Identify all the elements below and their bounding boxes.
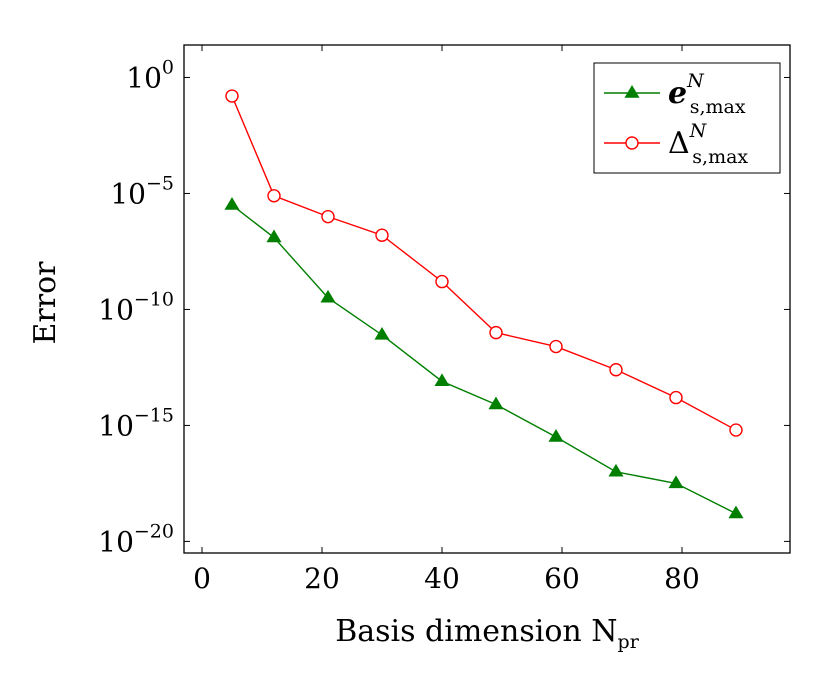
legend-marker-circle xyxy=(625,136,639,150)
legend-label: ΔN s,max xyxy=(668,120,748,168)
data-point xyxy=(267,189,281,203)
y-tick-label: 10−10 xyxy=(98,288,174,326)
legend-label: eN s,max xyxy=(668,70,746,118)
y-axis-label: Error xyxy=(28,261,63,345)
data-point xyxy=(728,505,744,519)
y-tick-label: 10−20 xyxy=(98,520,174,558)
x-axis-label-main: Basis dimension N xyxy=(335,614,617,649)
data-point xyxy=(548,429,564,442)
x-tick-label: 40 xyxy=(424,562,460,595)
data-point xyxy=(321,209,335,224)
data-point xyxy=(609,363,623,377)
data-point xyxy=(224,197,240,210)
data-point xyxy=(266,229,282,243)
data-point xyxy=(375,228,389,242)
series-e-s-max xyxy=(224,197,744,519)
data-point xyxy=(320,289,336,303)
x-tick-label: 80 xyxy=(664,562,700,595)
data-point xyxy=(549,339,563,354)
y-tick-label: 10−15 xyxy=(98,404,174,442)
data-point xyxy=(488,396,504,410)
x-axis-label: Basis dimension Npr xyxy=(335,614,640,653)
x-tick-label: 0 xyxy=(193,562,211,595)
data-point xyxy=(225,89,239,103)
data-point xyxy=(729,423,743,437)
data-point xyxy=(668,475,684,489)
series-line xyxy=(231,95,737,431)
legend-marker-triangle xyxy=(624,85,640,98)
series-line xyxy=(231,204,737,515)
x-axis-label-subscript: pr xyxy=(618,631,640,653)
data-point xyxy=(669,390,683,405)
data-point xyxy=(374,326,390,340)
data-point xyxy=(608,463,624,477)
y-tick-label: 10−5 xyxy=(110,172,174,210)
plot-frame xyxy=(183,44,791,554)
legend-box xyxy=(593,62,781,174)
x-tick-label: 20 xyxy=(304,562,340,595)
x-tick-label: 60 xyxy=(544,562,580,595)
data-point xyxy=(435,274,449,289)
data-point xyxy=(434,373,450,387)
data-point xyxy=(489,325,503,340)
y-tick-label: 100 xyxy=(126,56,174,94)
series-delta-s-max xyxy=(225,89,743,437)
